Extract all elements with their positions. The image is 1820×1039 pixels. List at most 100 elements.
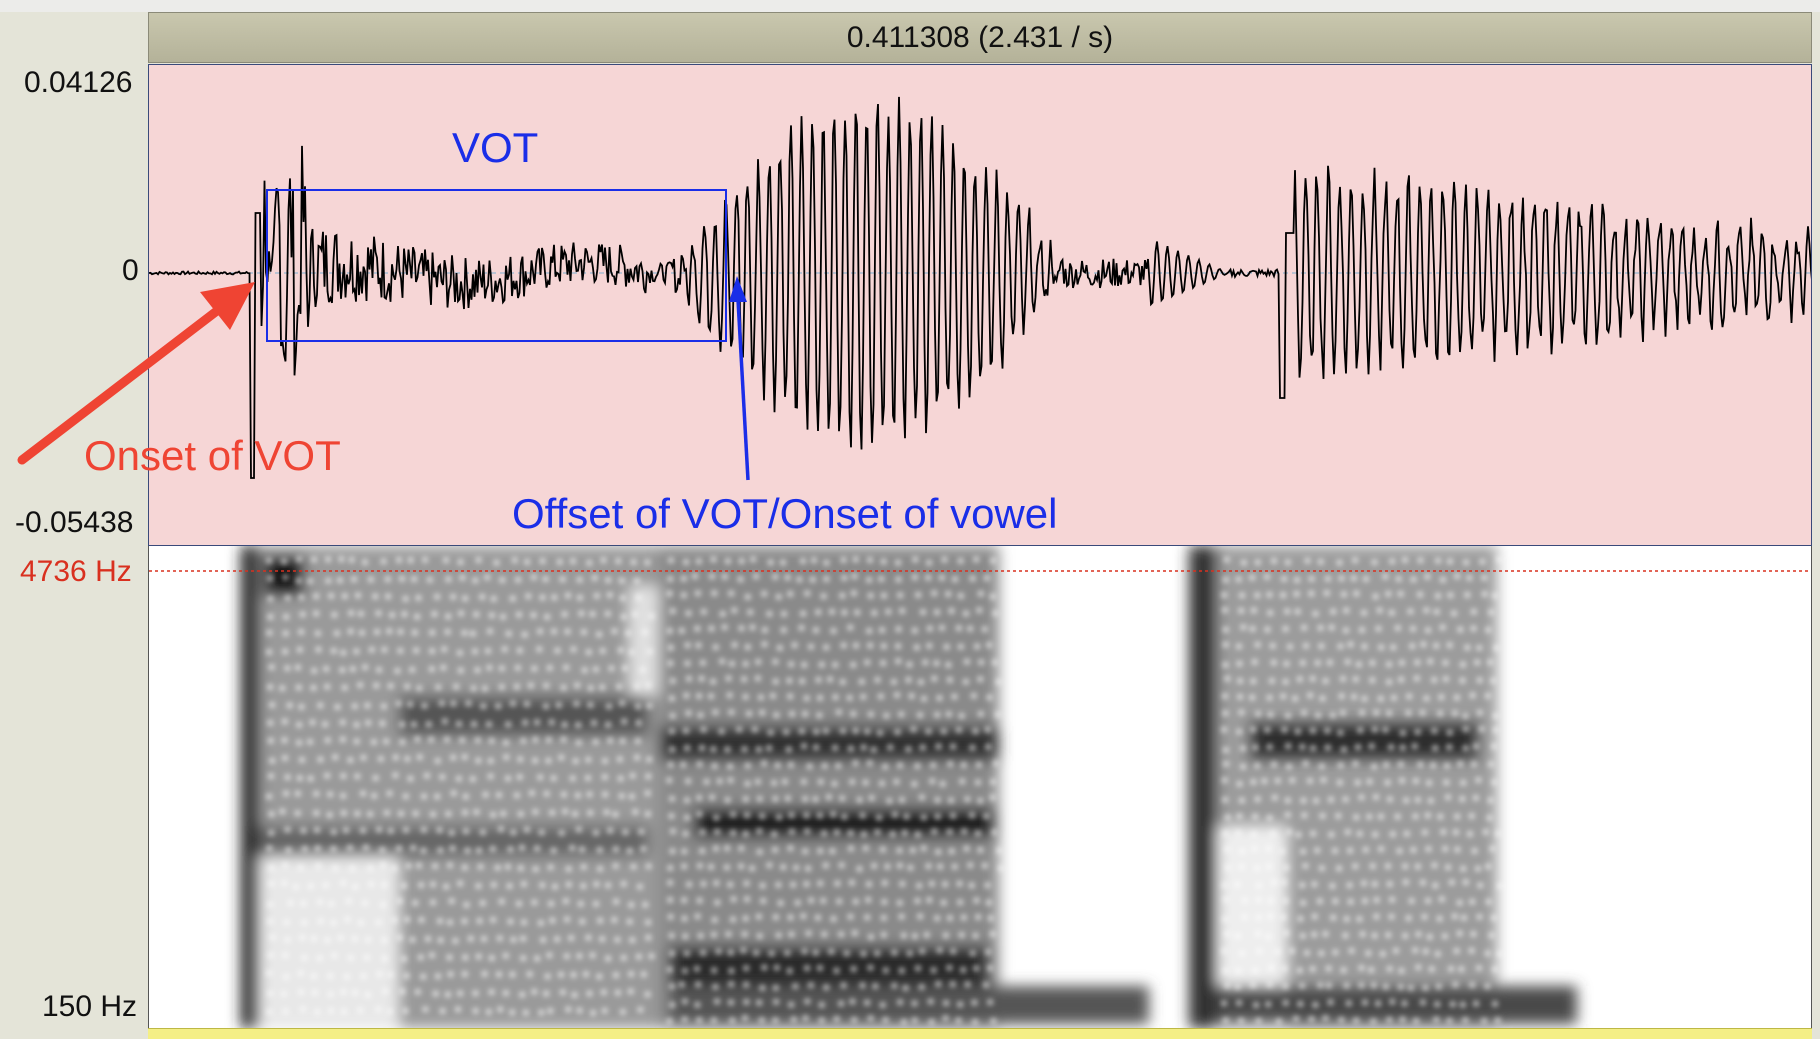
harmonic-dot <box>874 950 880 956</box>
harmonic-dot <box>881 593 887 599</box>
harmonic-dot <box>666 777 672 783</box>
harmonic-dot <box>1409 643 1415 649</box>
harmonic-dot <box>1438 694 1444 700</box>
harmonic-dot <box>450 754 456 761</box>
harmonic-dot <box>561 685 567 691</box>
harmonic-dot <box>309 719 316 725</box>
harmonic-dot <box>268 830 274 836</box>
harmonic-dot <box>909 693 915 699</box>
harmonic-dot <box>740 947 747 953</box>
harmonic-dot <box>918 679 924 685</box>
harmonic-dot <box>1284 608 1290 614</box>
harmonic-dot <box>711 590 717 596</box>
harmonic-dot <box>1289 948 1295 954</box>
harmonic-dot <box>1348 899 1354 905</box>
harmonic-dot <box>1252 744 1258 750</box>
harmonic-dot <box>952 864 958 870</box>
harmonic-dot <box>1330 915 1336 921</box>
harmonic-dot <box>1425 898 1431 904</box>
harmonic-dot <box>418 954 424 960</box>
harmonic-dot <box>986 642 992 648</box>
harmonic-dot <box>834 829 840 835</box>
harmonic-dot <box>377 971 383 977</box>
harmonic-dot <box>700 881 707 887</box>
harmonic-dot <box>531 899 537 905</box>
harmonic-dot <box>1224 846 1230 852</box>
harmonic-dot <box>544 614 550 620</box>
harmonic-dot <box>1363 576 1369 582</box>
harmonic-dot <box>867 557 873 563</box>
harmonic-dot <box>1385 932 1391 938</box>
harmonic-dot <box>1254 763 1260 769</box>
harmonic-dot <box>667 628 673 634</box>
harmonic-dot <box>772 574 778 580</box>
harmonic-dot <box>1315 660 1321 666</box>
harmonic-dot <box>758 694 764 700</box>
harmonic-dot <box>343 827 349 833</box>
harmonic-dot <box>1347 847 1353 854</box>
harmonic-dot <box>573 758 579 764</box>
harmonic-dot <box>1297 967 1303 973</box>
harmonic-dot <box>374 629 380 635</box>
harmonic-dot <box>426 721 432 727</box>
harmonic-dot <box>1477 677 1483 683</box>
harmonic-dot <box>1358 794 1365 800</box>
harmonic-dot <box>821 830 827 836</box>
harmonic-dot <box>1361 696 1368 702</box>
harmonic-dot <box>514 684 520 690</box>
harmonic-dot <box>355 592 361 598</box>
harmonic-dot <box>640 846 646 852</box>
waveform-panel[interactable] <box>148 64 1812 546</box>
harmonic-dot <box>1423 695 1430 701</box>
harmonic-dot <box>1312 1002 1318 1008</box>
harmonic-dot <box>572 811 578 817</box>
harmonic-dot <box>971 999 978 1006</box>
harmonic-dot <box>619 793 625 799</box>
harmonic-dot <box>984 726 991 732</box>
harmonic-dot <box>1235 968 1241 974</box>
harmonic-dot <box>398 629 404 635</box>
harmonic-dot <box>299 935 305 941</box>
harmonic-dot <box>1390 831 1396 837</box>
harmonic-dot <box>1361 643 1367 650</box>
harmonic-dot <box>338 935 344 941</box>
harmonic-dot <box>560 576 566 582</box>
harmonic-dot <box>1415 964 1421 970</box>
harmonic-dot <box>815 609 821 615</box>
harmonic-dot <box>559 830 565 836</box>
harmonic-dot <box>529 790 535 796</box>
harmonic-dot <box>667 1018 673 1024</box>
harmonic-dot <box>961 828 967 834</box>
harmonic-dot <box>1254 592 1260 598</box>
spectrogram-panel[interactable] <box>148 546 1812 1028</box>
harmonic-dot <box>1240 624 1246 630</box>
harmonic-dot <box>473 1008 479 1014</box>
harmonic-dot <box>732 642 738 648</box>
harmonic-dot <box>948 608 955 614</box>
harmonic-dot <box>394 668 400 674</box>
harmonic-dot <box>1426 780 1432 786</box>
harmonic-dot <box>1300 900 1306 906</box>
harmonic-dot <box>1328 832 1334 838</box>
selection-duration-bar[interactable]: 0.411308 (2.431 / s) <box>148 12 1812 63</box>
harmonic-dot <box>727 882 733 888</box>
harmonic-dot <box>1236 1000 1242 1006</box>
spectrogram-energy <box>241 546 1577 1028</box>
harmonic-dot <box>989 794 996 801</box>
harmonic-dot <box>891 983 897 989</box>
harmonic-dot <box>819 1017 825 1023</box>
harmonic-dot <box>1437 916 1443 922</box>
harmonic-dot <box>1362 999 1368 1005</box>
harmonic-dot <box>543 576 549 582</box>
harmonic-dot <box>1402 557 1408 563</box>
harmonic-dot <box>298 970 304 976</box>
harmonic-dot <box>1252 659 1258 665</box>
harmonic-dot <box>388 828 394 834</box>
harmonic-dot <box>716 948 722 954</box>
harmonic-dot <box>634 683 640 689</box>
harmonic-dot <box>431 611 437 617</box>
harmonic-dot <box>349 557 355 563</box>
harmonic-dot <box>1221 727 1227 733</box>
harmonic-dot <box>474 667 480 673</box>
harmonic-dot <box>698 933 704 939</box>
